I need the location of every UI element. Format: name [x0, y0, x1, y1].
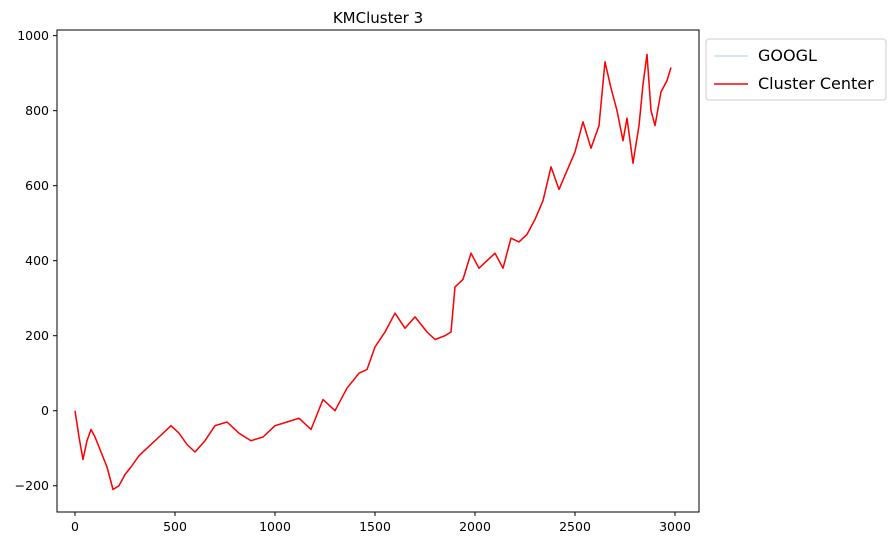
series-line-googl — [74, 53, 672, 491]
x-tick-label: 2000 — [459, 519, 491, 534]
x-tick-label: 1500 — [359, 519, 391, 534]
y-tick-label: 800 — [25, 103, 49, 118]
x-tick-label: 500 — [163, 519, 187, 534]
y-tick-label: 0 — [41, 403, 49, 418]
legend-label-googl: GOOGL — [758, 46, 817, 65]
plot-area — [56, 29, 700, 513]
y-axis: −200 0 200 400 600 800 1000 — [15, 28, 57, 493]
x-tick-label: 2500 — [559, 519, 591, 534]
x-tick-label: 0 — [71, 519, 79, 534]
x-axis: 0 500 1000 1500 2000 2500 3000 — [71, 512, 691, 534]
series-lines — [74, 53, 672, 491]
y-tick-label: 1000 — [17, 28, 49, 43]
legend-box — [705, 38, 887, 101]
x-tick-label: 1000 — [259, 519, 291, 534]
series-line-cluster-center — [74, 53, 672, 491]
y-tick-label: 600 — [25, 178, 49, 193]
legend: GOOGL Cluster Center — [705, 38, 887, 101]
y-tick-label: 400 — [25, 253, 49, 268]
y-tick-label: −200 — [15, 478, 49, 493]
legend-label-cluster-center: Cluster Center — [758, 74, 874, 93]
x-tick-label: 3000 — [659, 519, 691, 534]
chart-title: KMCluster 3 — [333, 9, 423, 27]
y-tick-label: 200 — [25, 328, 49, 343]
